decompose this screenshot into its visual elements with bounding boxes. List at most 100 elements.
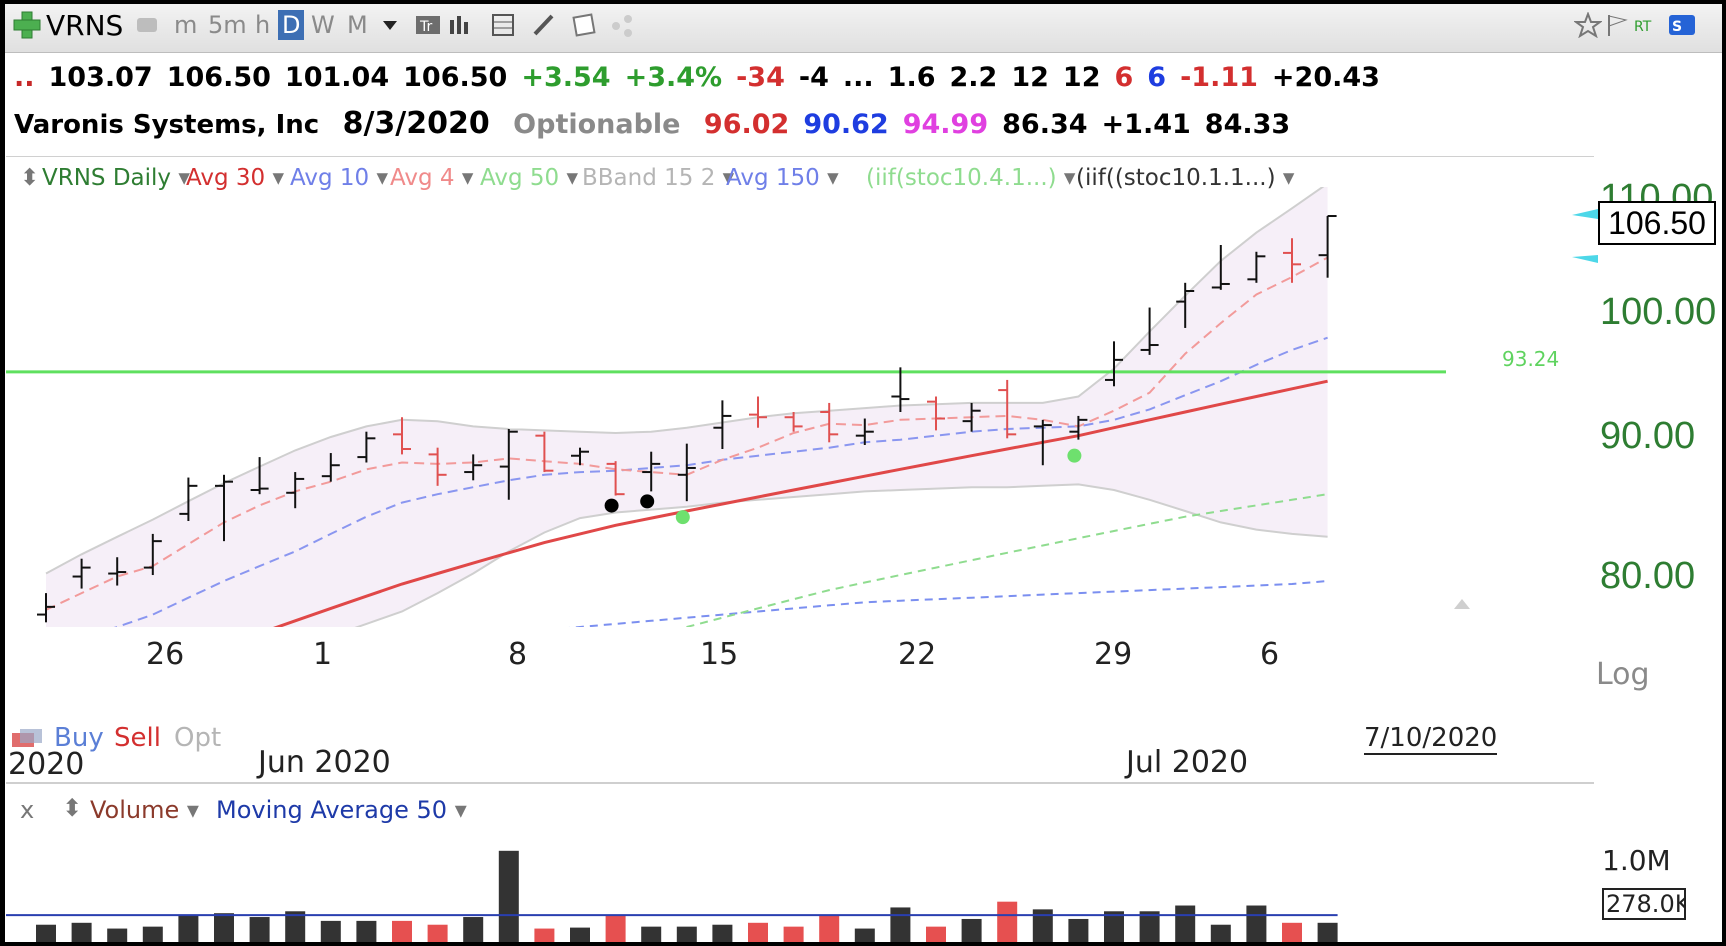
- sync-icon[interactable]: S: [1668, 12, 1696, 38]
- star-icon[interactable]: [1574, 12, 1602, 38]
- quote-value-0: ..: [14, 62, 35, 93]
- window-border: [0, 0, 5, 946]
- date-tick-26: 26: [146, 637, 185, 672]
- date-tick-1: 1: [313, 637, 333, 672]
- bband-lower: [354, 483, 1328, 627]
- link-icon[interactable]: [134, 12, 162, 38]
- window-border: [0, 0, 1726, 4]
- volume-bar: [641, 926, 662, 942]
- toolbar: VRNS m 5m h D W M Tr: [0, 0, 1726, 53]
- legend-item-1[interactable]: Avg 30: [186, 165, 284, 191]
- timeframe-mo[interactable]: M: [347, 11, 368, 39]
- quote-row-prices: .. 103.07 106.50 101.04 106.50 +3.54 +3.4% -34-…: [14, 62, 1408, 93]
- sell-button[interactable]: Sell: [114, 723, 161, 753]
- updown-icon[interactable]: ⬍: [20, 165, 40, 191]
- volume-bar: [356, 920, 377, 942]
- trade-icon[interactable]: [10, 727, 44, 755]
- company-name: Varonis Systems, Inc: [14, 110, 320, 140]
- bar-chart-icon[interactable]: [446, 12, 474, 38]
- legend-item-0[interactable]: VRNS Daily: [42, 165, 190, 191]
- add-indicator-icon[interactable]: [490, 12, 518, 38]
- quote-value-2: 106.50: [166, 62, 271, 93]
- volume-bar: [178, 915, 199, 942]
- scale-toggle[interactable]: Log: [1596, 657, 1650, 692]
- volume-panel[interactable]: x ⬍ Volume Moving Average 50 1.0M 278.0K: [6, 782, 1686, 946]
- signal-dot: [604, 498, 619, 513]
- share-icon[interactable]: [608, 12, 636, 38]
- quote-value-8: -4: [798, 62, 829, 93]
- quote-value-17: +20.43: [1271, 62, 1380, 93]
- legend-item-3[interactable]: Avg 4: [390, 165, 473, 191]
- month-label-jul: Jul 2020: [1126, 745, 1249, 780]
- updown-icon[interactable]: ⬍: [62, 794, 83, 822]
- quote-value-10: 1.6: [887, 62, 936, 93]
- quote-stat-0: 96.02: [703, 109, 790, 140]
- chevron-down-icon[interactable]: [376, 12, 404, 38]
- volume-bar: [1317, 922, 1338, 942]
- volume-bar: [783, 926, 804, 942]
- price-label-90: 90.00: [1600, 415, 1696, 457]
- flag-icon[interactable]: [1604, 12, 1632, 38]
- volume-last-box: 278.0K: [1602, 888, 1686, 920]
- volume-bar: [320, 920, 341, 942]
- date-tick-22: 22: [898, 637, 937, 672]
- legend-item-7[interactable]: (iif(stoc10.4.1...): [866, 165, 1075, 191]
- volume-chart-svg: [6, 850, 1338, 942]
- quote-row-info: Varonis Systems, Inc 8/3/2020 Optionable…: [14, 106, 1318, 141]
- symbol-label[interactable]: VRNS: [46, 9, 124, 42]
- volume-bar: [890, 907, 911, 942]
- month-label-jun: Jun 2020: [258, 745, 391, 780]
- price-label-100: 100.00: [1600, 291, 1717, 333]
- ma-indicator-label[interactable]: Moving Average 50: [216, 796, 467, 824]
- chart-type-icon[interactable]: Tr: [414, 12, 442, 38]
- quote-value-4: 106.50: [403, 62, 508, 93]
- buy-button[interactable]: Buy: [54, 723, 104, 753]
- realtime-icon[interactable]: RT: [1632, 12, 1660, 38]
- quote-value-5: +3.54: [521, 62, 611, 93]
- price-chart-panel[interactable]: ⬍VRNS DailyAvg 30Avg 10Avg 4 Avg 50BBand …: [6, 156, 1716, 782]
- svg-text:S: S: [1672, 19, 1682, 35]
- legend-item-5[interactable]: BBand 15 2: [582, 165, 734, 191]
- avg50-line: [682, 493, 1328, 627]
- window-border: [0, 942, 1726, 946]
- volume-bar: [534, 928, 555, 942]
- timeframe-h[interactable]: h: [255, 11, 271, 39]
- legend-item-8[interactable]: (iif((stoc10.1.1...): [1076, 165, 1294, 191]
- cursor-marker-icon: [1572, 209, 1598, 263]
- volume-bar: [997, 901, 1018, 942]
- add-symbol-icon[interactable]: [12, 10, 42, 40]
- timeframe-w[interactable]: W: [311, 11, 335, 39]
- avg30-line: [273, 379, 1328, 627]
- legend-item-6[interactable]: Avg 150: [726, 165, 839, 191]
- volume-indicator-label[interactable]: Volume: [90, 796, 199, 824]
- pencil-icon[interactable]: [530, 12, 558, 38]
- volume-bar: [427, 924, 448, 942]
- volume-bar: [676, 926, 697, 942]
- price-chart-svg[interactable]: [6, 157, 1594, 782]
- volume-bar: [1246, 905, 1267, 942]
- volume-bar: [36, 924, 56, 942]
- volume-bar: [1282, 922, 1302, 942]
- legend-item-2[interactable]: Avg 10: [290, 165, 388, 191]
- quote-value-3: 101.04: [284, 62, 390, 93]
- month-label-2020: 2020: [8, 747, 85, 775]
- price-label-80: 80.00: [1600, 555, 1696, 597]
- volume-bar: [926, 926, 946, 942]
- timeframe-5m[interactable]: 5m: [208, 11, 247, 39]
- date-tick-8: 8: [508, 637, 528, 672]
- date-tick-6: 6: [1260, 637, 1280, 672]
- last-price-box: 106.50: [1598, 201, 1716, 245]
- legend-item-4[interactable]: Avg 50: [480, 165, 578, 191]
- close-panel-button[interactable]: x: [20, 796, 35, 824]
- timeframe-d[interactable]: D: [278, 10, 305, 40]
- quote-value-16: -1.11: [1180, 62, 1258, 93]
- volume-bar: [748, 922, 768, 942]
- notes-icon[interactable]: [570, 12, 598, 38]
- volume-bar: [712, 924, 733, 942]
- svg-text:RT: RT: [1634, 19, 1652, 35]
- bband-fill: [46, 187, 1328, 627]
- timeframe-m[interactable]: m: [174, 11, 198, 39]
- volume-bar: [498, 850, 519, 942]
- opt-button[interactable]: Opt: [174, 723, 222, 753]
